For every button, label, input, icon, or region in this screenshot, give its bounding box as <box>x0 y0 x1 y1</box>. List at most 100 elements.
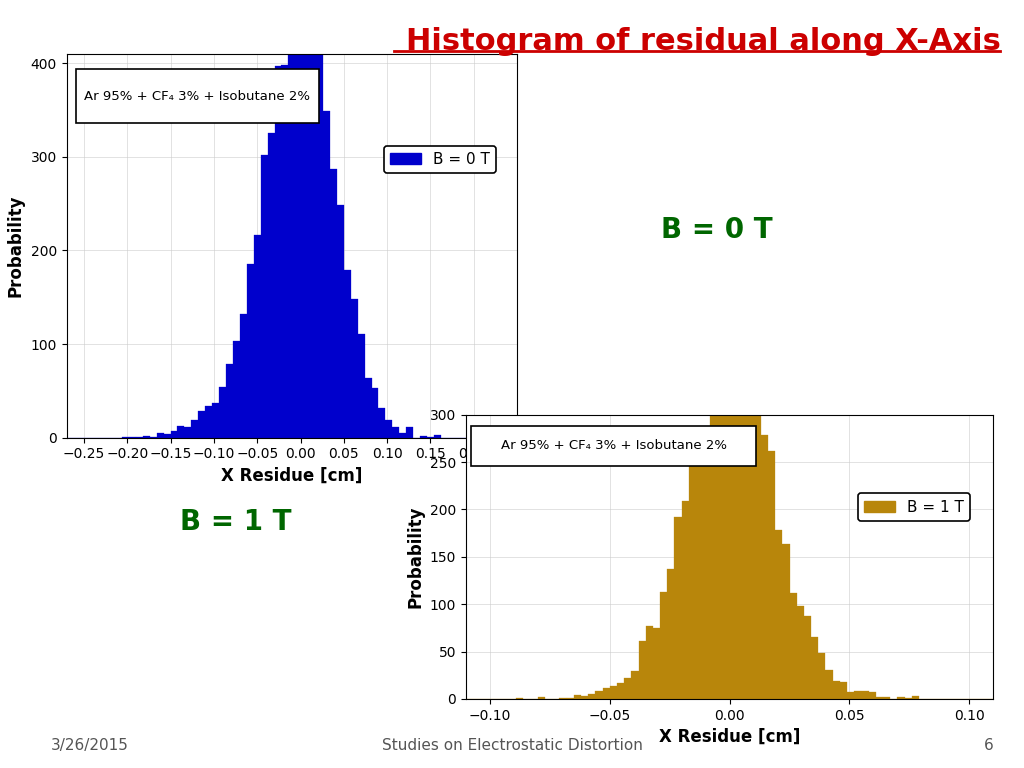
Text: B = 0 T: B = 0 T <box>660 217 773 244</box>
Bar <box>653 628 660 699</box>
Text: Ar 95% + CF₄ 3% + Isobutane 2%: Ar 95% + CF₄ 3% + Isobutane 2% <box>84 90 310 102</box>
Bar <box>357 334 365 438</box>
Bar <box>516 698 523 699</box>
Bar <box>790 593 797 699</box>
Bar <box>854 691 861 699</box>
Bar <box>897 697 904 699</box>
Bar <box>595 691 602 699</box>
Bar <box>164 434 171 438</box>
Bar <box>754 407 761 699</box>
Bar <box>782 544 790 699</box>
Bar <box>344 270 351 438</box>
Bar <box>639 641 646 699</box>
Y-axis label: Probability: Probability <box>7 194 25 297</box>
Bar <box>625 678 632 699</box>
Bar <box>868 692 876 699</box>
Bar <box>302 24 309 438</box>
Text: 6: 6 <box>983 737 993 753</box>
Bar <box>689 458 696 699</box>
Text: B = 1 T: B = 1 T <box>180 508 291 536</box>
Bar <box>282 65 289 438</box>
Legend: B = 0 T: B = 0 T <box>384 146 496 173</box>
Bar <box>420 436 427 438</box>
Bar <box>212 403 219 438</box>
Bar <box>876 697 883 699</box>
Bar <box>646 626 653 699</box>
Bar <box>337 204 344 438</box>
Bar <box>911 696 919 699</box>
Bar <box>739 382 746 699</box>
Bar <box>309 23 316 438</box>
Bar <box>122 437 129 438</box>
Bar <box>581 696 588 699</box>
Bar <box>129 437 136 438</box>
Bar <box>372 388 379 438</box>
Bar <box>427 437 434 438</box>
Bar <box>232 341 240 438</box>
Bar <box>351 300 357 438</box>
Bar <box>261 155 267 438</box>
Bar <box>330 169 337 438</box>
Bar <box>399 433 407 438</box>
X-axis label: X Residue [cm]: X Residue [cm] <box>221 467 362 485</box>
Bar <box>775 530 782 699</box>
Bar <box>825 670 833 699</box>
Bar <box>609 686 616 699</box>
Text: 3/26/2015: 3/26/2015 <box>51 737 129 753</box>
Bar <box>177 425 184 438</box>
Bar <box>385 420 392 438</box>
Bar <box>295 4 302 438</box>
Bar <box>861 691 868 699</box>
Bar <box>379 408 385 438</box>
Bar <box>703 432 711 699</box>
Bar <box>847 692 854 699</box>
Bar <box>660 592 668 699</box>
Bar <box>136 437 142 438</box>
Bar <box>732 377 739 699</box>
Bar <box>602 688 609 699</box>
Bar <box>150 437 157 438</box>
Bar <box>811 637 818 699</box>
Bar <box>883 697 890 699</box>
Bar <box>247 263 254 438</box>
Bar <box>316 31 323 438</box>
Bar <box>573 695 581 699</box>
Legend: B = 1 T: B = 1 T <box>858 493 970 521</box>
Bar <box>711 393 718 699</box>
Bar <box>718 382 725 699</box>
Bar <box>588 694 595 699</box>
Text: Histogram of residual along X-Axis: Histogram of residual along X-Axis <box>406 27 1000 56</box>
Bar <box>254 234 261 438</box>
Bar <box>675 517 682 699</box>
Bar <box>761 435 768 699</box>
Bar <box>226 364 232 438</box>
Bar <box>797 606 804 699</box>
Bar <box>191 420 199 438</box>
Bar <box>434 435 441 438</box>
Bar <box>840 682 847 699</box>
Bar <box>267 134 274 438</box>
Bar <box>171 431 177 438</box>
Bar <box>904 698 911 699</box>
Bar <box>289 31 295 438</box>
Bar <box>240 314 247 438</box>
Bar <box>804 615 811 699</box>
Bar <box>833 681 840 699</box>
Bar <box>566 698 573 699</box>
FancyBboxPatch shape <box>76 69 318 123</box>
Bar <box>157 433 164 438</box>
Bar <box>746 398 754 699</box>
Bar <box>407 428 413 438</box>
Bar <box>616 683 625 699</box>
Bar <box>725 362 732 699</box>
Bar <box>668 569 675 699</box>
Bar <box>219 387 226 438</box>
Bar <box>682 501 689 699</box>
Bar <box>184 428 191 438</box>
Bar <box>274 66 282 438</box>
Text: Ar 95% + CF₄ 3% + Isobutane 2%: Ar 95% + CF₄ 3% + Isobutane 2% <box>501 439 727 452</box>
Bar <box>768 451 775 699</box>
Bar <box>365 378 372 438</box>
Bar <box>818 654 825 699</box>
Bar <box>199 411 205 438</box>
